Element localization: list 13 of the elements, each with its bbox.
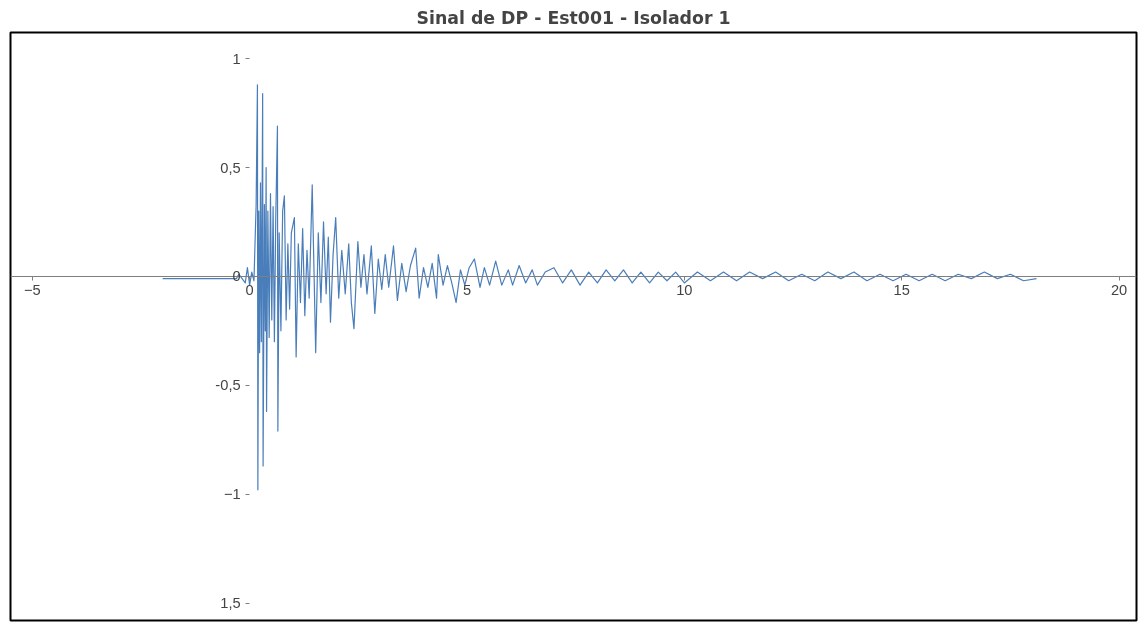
x-tick-label: −5 <box>23 282 41 299</box>
y-tick-label: 1 <box>232 50 241 67</box>
x-tick-label: 15 <box>893 282 910 299</box>
line-series <box>162 84 1038 491</box>
x-tick-label: 5 <box>462 282 472 299</box>
chart-title: Sinal de DP - Est001 - Isolador 1 <box>416 7 731 28</box>
x-tick-label: 0 <box>245 282 254 299</box>
y-tick-label: 0,5 <box>220 159 241 176</box>
y-tick-label: 1,5 <box>220 595 241 612</box>
x-tick-label: 20 <box>1110 282 1128 299</box>
y-tick-label: -0,5 <box>215 377 241 394</box>
x-tick-label: 10 <box>676 282 693 299</box>
y-tick-label: −1 <box>223 486 241 503</box>
